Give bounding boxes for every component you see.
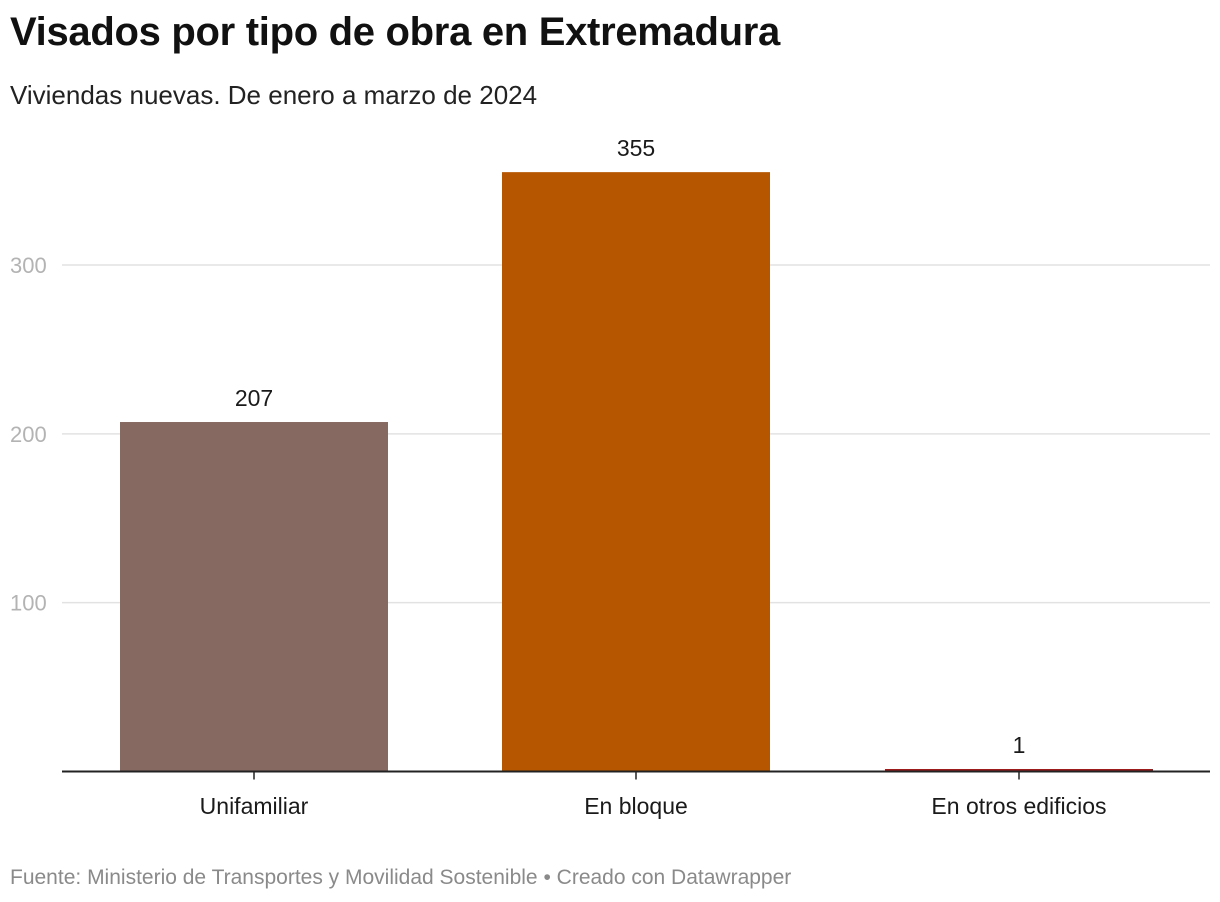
data-label: 207 xyxy=(235,385,273,411)
y-tick-label: 300 xyxy=(10,253,47,278)
x-tick-label: En otros edificios xyxy=(931,793,1106,819)
chart-title: Visados por tipo de obra en Extremadura xyxy=(10,10,780,54)
y-tick-label: 100 xyxy=(10,591,47,616)
source-label: Fuente: xyxy=(10,866,82,889)
x-tick-label: Unifamiliar xyxy=(200,793,309,819)
footer-separator: • xyxy=(543,866,551,889)
source-name: Ministerio de Transportes y Movilidad So… xyxy=(87,866,538,889)
data-label: 1 xyxy=(1013,732,1026,758)
bar xyxy=(885,769,1153,772)
data-label: 355 xyxy=(617,135,655,161)
x-tick-label: En bloque xyxy=(584,793,688,819)
credit-text: Creado con Datawrapper xyxy=(556,866,792,889)
bar xyxy=(502,172,770,772)
bar xyxy=(120,422,388,772)
source-footer: Fuente: Ministerio de Transportes y Movi… xyxy=(10,866,791,890)
chart-subtitle: Viviendas nuevas. De enero a marzo de 20… xyxy=(10,80,538,110)
y-tick-label: 200 xyxy=(10,422,47,447)
